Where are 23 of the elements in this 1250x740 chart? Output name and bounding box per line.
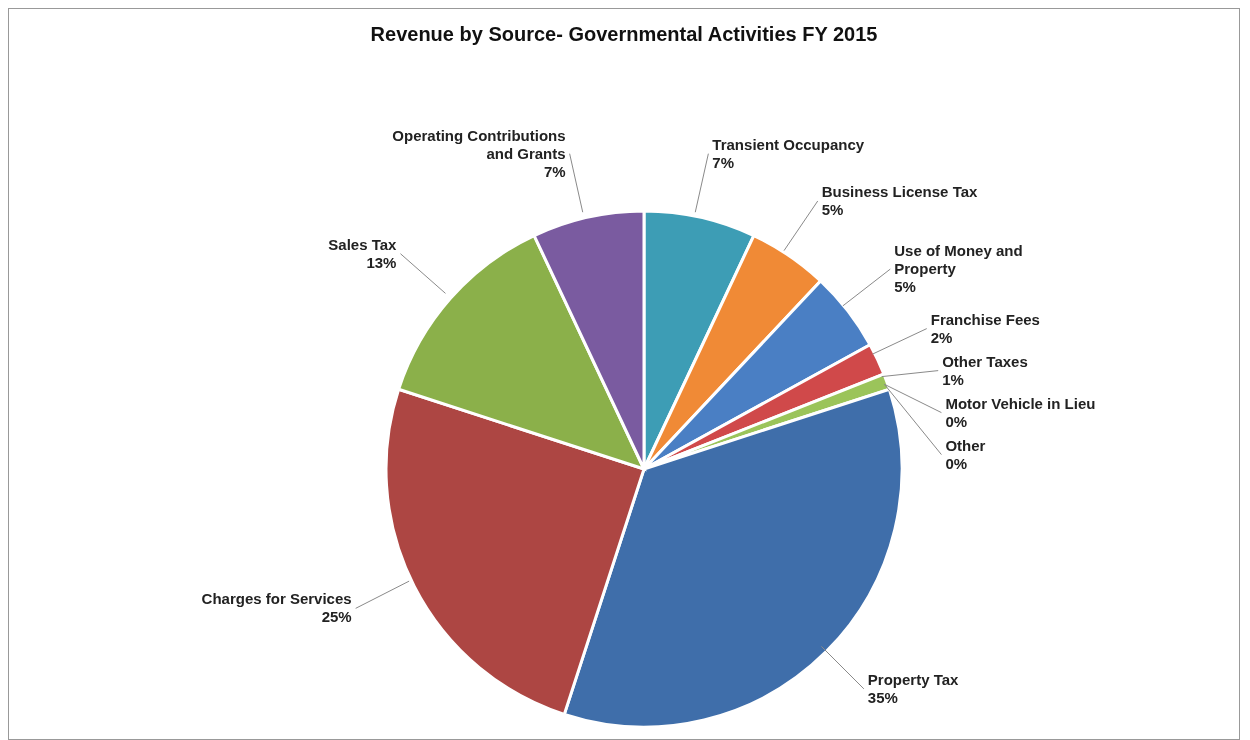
slice-label: Sales Tax: [328, 235, 398, 253]
slice-label: Property Tax: [867, 670, 960, 688]
text: 0%: [945, 412, 968, 430]
slice-label: Operating Contributions and Grants: [392, 126, 566, 162]
data-label: 5%: [821, 200, 844, 218]
legend-label: Motor Vehicle in Lieu: [945, 394, 1096, 412]
data-label: 1%: [942, 370, 964, 388]
data-label: 13%: [366, 253, 397, 271]
slice-label: Other Taxes: [942, 352, 1028, 370]
data-label: 35%: [867, 688, 898, 706]
chart-title: Revenue by Source- Governmental Activities FY 2015: [369, 23, 879, 46]
slice-label: Franchise Fees: [930, 310, 1040, 328]
slice-label: Charges for Services: [201, 590, 352, 608]
data-label: 2%: [930, 328, 953, 346]
text: 0%: [945, 454, 968, 472]
slice-label: Transient Occupancy: [712, 135, 865, 153]
data-label: 7%: [712, 153, 735, 171]
data-label: 7%: [543, 162, 566, 180]
data-label: 25%: [321, 608, 352, 626]
slice-label: Use of Money and Property: [894, 242, 1023, 278]
category-label: Other: [945, 436, 986, 454]
slice-label: Business License Tax: [821, 182, 979, 200]
data-label: 5%: [894, 278, 916, 296]
